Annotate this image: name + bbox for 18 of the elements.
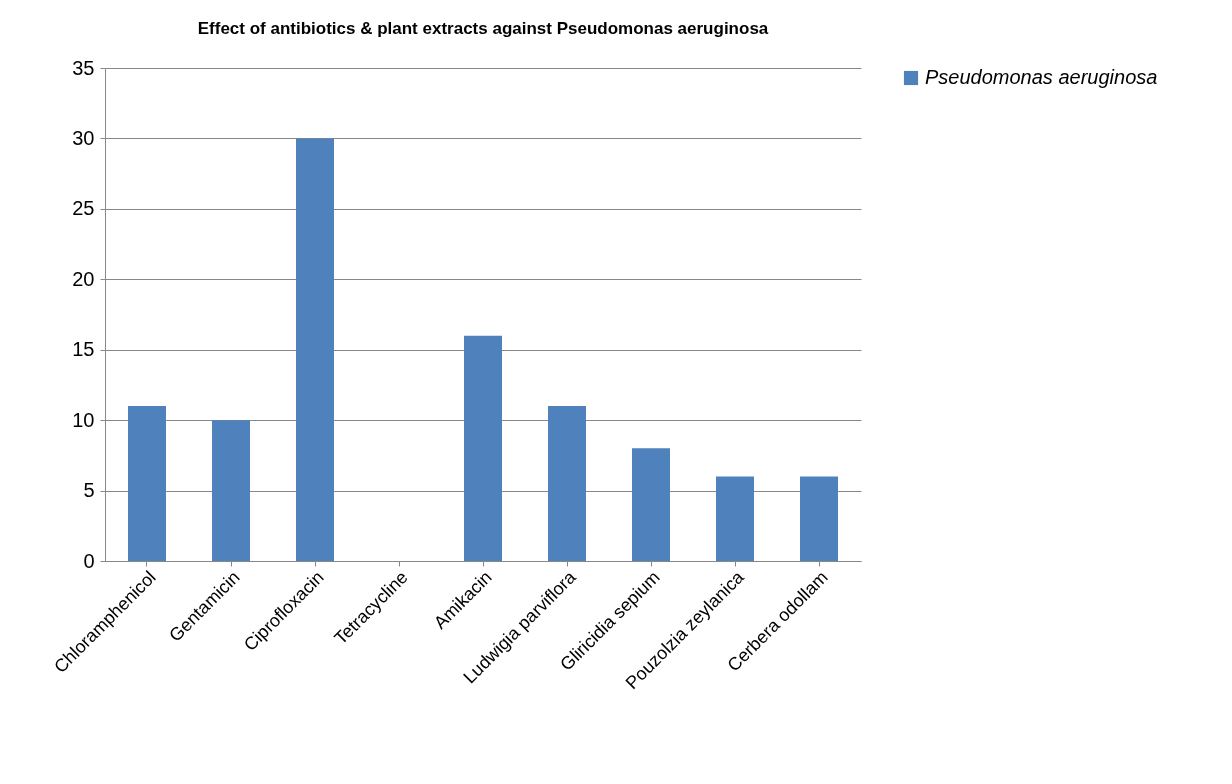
y-tick-label: 10 [72, 408, 95, 431]
bar [716, 476, 754, 561]
legend-label: Pseudomonas aeruginosa [925, 66, 1158, 88]
bar [632, 448, 670, 561]
bar [800, 476, 838, 561]
y-tick-label: 35 [72, 56, 95, 79]
chart-title: Effect of antibiotics & plant extracts against Pseudomonas aeruginosa [197, 19, 769, 38]
y-tick-label: 20 [72, 267, 95, 290]
y-tick-label: 0 [83, 549, 95, 572]
bar [296, 138, 334, 561]
bar [464, 335, 502, 561]
bar [128, 406, 166, 561]
bar [212, 420, 250, 561]
y-tick-label: 25 [72, 197, 95, 220]
bar [548, 406, 586, 561]
y-tick-label: 5 [83, 479, 95, 502]
y-tick-label: 30 [72, 126, 95, 149]
y-tick-label: 15 [72, 338, 95, 361]
